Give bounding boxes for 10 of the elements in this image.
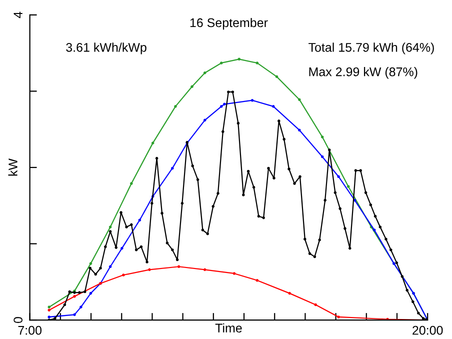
x-axis-title: Time: [215, 323, 242, 333]
chart-title: 16 September: [190, 18, 268, 30]
annotation: 3.61 kWh/kWp: [66, 42, 146, 54]
x-tick-label: 20:00: [412, 326, 443, 335]
annotation: Total 15.79 kWh (64%): [308, 42, 434, 54]
annotation: Max 2.99 kW (87%): [309, 67, 418, 79]
y-tick-label: 4: [14, 12, 22, 18]
x-tick-label: 7:00: [18, 326, 42, 335]
y-axis-title: kW: [8, 158, 18, 176]
y-tick-label: 0: [14, 317, 22, 324]
